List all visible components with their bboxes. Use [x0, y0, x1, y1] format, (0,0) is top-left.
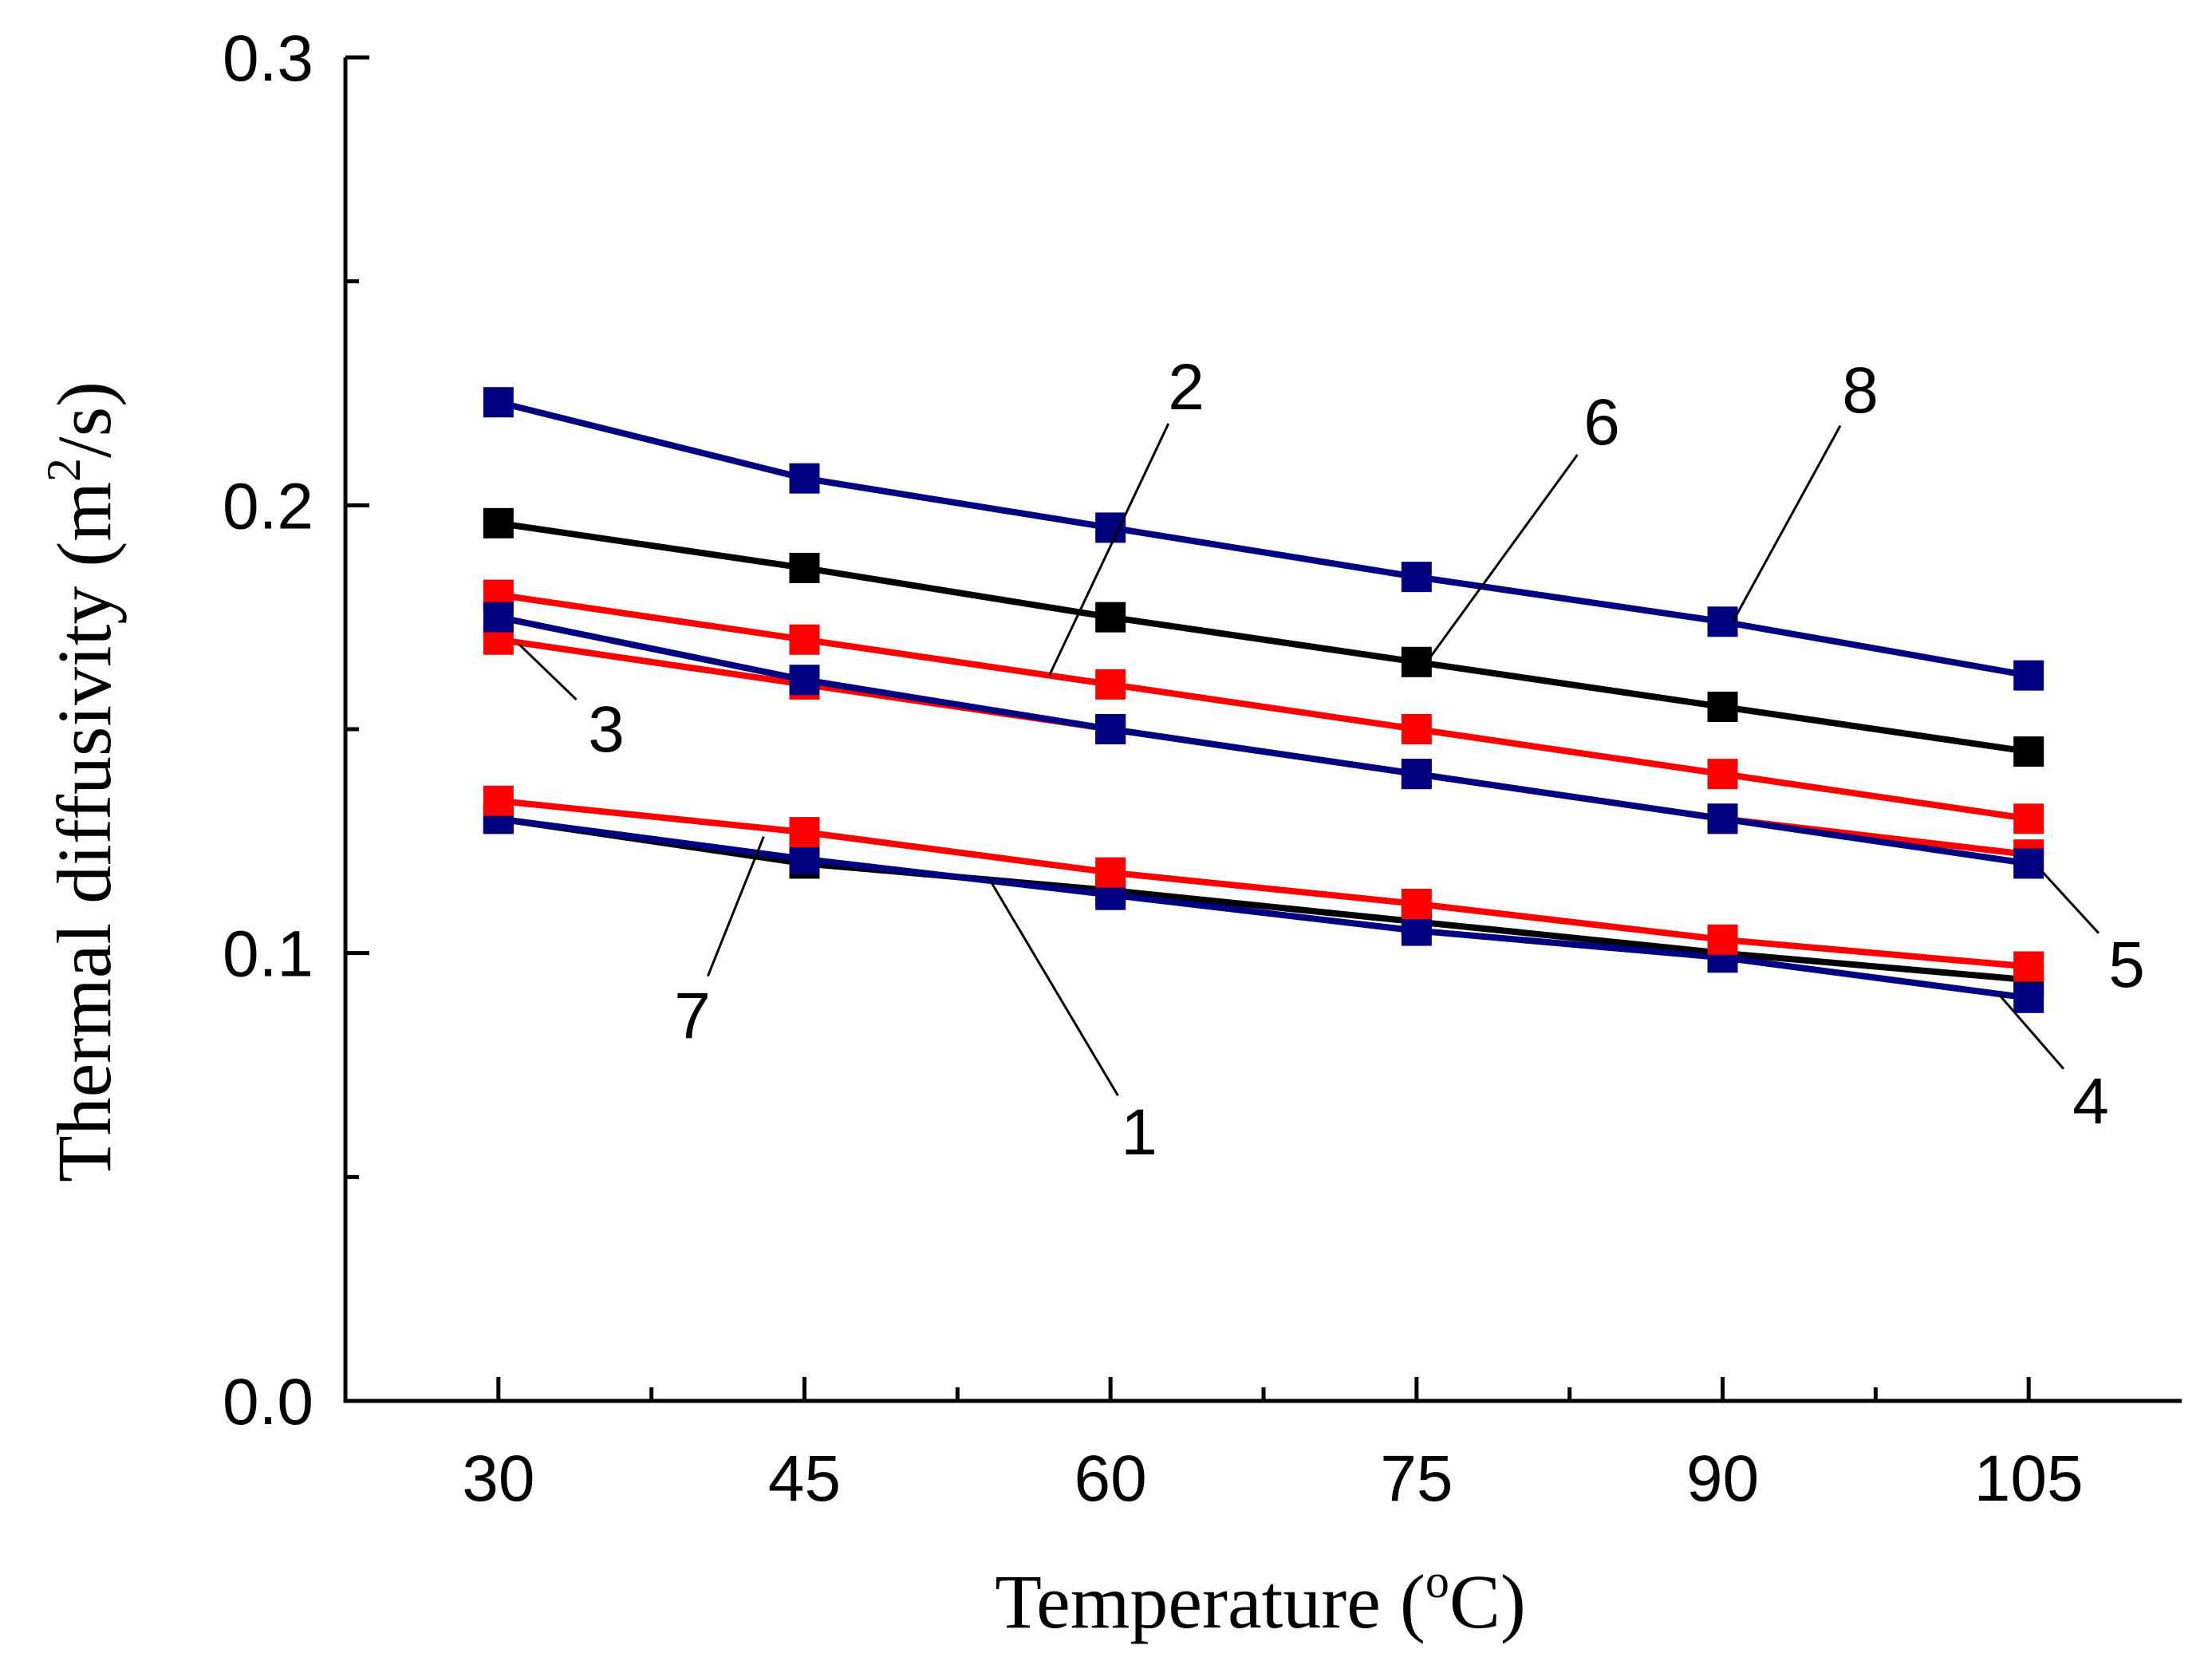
- annotation-7: 7: [674, 836, 765, 1052]
- data-point: [789, 552, 820, 583]
- y-tick-label: 0.3: [223, 22, 313, 95]
- x-tick-label: 90: [1686, 1442, 1759, 1515]
- data-point: [1401, 646, 1432, 677]
- data-point: [1707, 691, 1738, 722]
- annotation-2: 2: [1048, 351, 1205, 677]
- annotation-1: 1: [987, 876, 1157, 1169]
- data-point: [1707, 924, 1738, 955]
- leader-line: [1997, 992, 2065, 1070]
- curve-label: 3: [588, 693, 625, 766]
- series-line: [498, 614, 2029, 867]
- curve-label: 2: [1168, 351, 1205, 424]
- data-point: [483, 507, 514, 539]
- data-point: [789, 843, 820, 874]
- data-point: [789, 665, 820, 696]
- data-point: [1095, 857, 1126, 888]
- annotation-8: 8: [1731, 354, 1879, 623]
- y-axis-ticks: 0.0 0.1 0.2 0.3: [223, 22, 369, 1438]
- data-point: [1401, 915, 1432, 946]
- data-point: [1401, 714, 1432, 744]
- data-point: [1707, 803, 1738, 834]
- data-point: [483, 602, 514, 633]
- y-axis-title-sup: 2: [37, 458, 90, 482]
- curve-label: 7: [674, 980, 711, 1052]
- data-point: [483, 785, 514, 816]
- series-group: [483, 387, 2044, 1013]
- data-point: [789, 817, 820, 848]
- curve-label: 5: [2108, 929, 2145, 1001]
- data-point: [1095, 602, 1126, 633]
- series-7: [483, 785, 2044, 982]
- y-tick-label: 0.1: [223, 918, 313, 991]
- series-2: [483, 579, 2044, 834]
- data-point: [1095, 512, 1126, 543]
- leader-line: [2037, 866, 2100, 934]
- data-point: [1707, 606, 1738, 637]
- x-axis-title-sup: o: [1425, 1555, 1449, 1608]
- data-point: [1401, 562, 1432, 593]
- leader-line: [1048, 423, 1170, 677]
- x-axis-title-suffix: C): [1449, 1559, 1526, 1644]
- series-line: [497, 399, 2029, 679]
- data-point: [1401, 888, 1432, 919]
- data-point: [483, 387, 514, 418]
- series-line: [498, 815, 2029, 984]
- series-5: [483, 602, 2044, 879]
- x-axis-title-prefix: Temperature (: [995, 1559, 1425, 1644]
- data-point: [2013, 951, 2044, 982]
- series-line: [498, 815, 2029, 1001]
- x-axis-ticks: 30 45 60 75 90 105: [462, 1377, 2084, 1515]
- data-point: [789, 624, 820, 655]
- y-axis-title-prefix: Thermal diffusivity (m: [41, 482, 127, 1182]
- series-line: [498, 591, 2029, 823]
- data-point: [1401, 759, 1432, 790]
- annotation-3: 3: [518, 643, 625, 766]
- x-tick-label: 75: [1380, 1442, 1453, 1515]
- leader-line: [1731, 424, 1842, 623]
- annotation-6: 6: [1425, 386, 1620, 663]
- y-axis-title-suffix: /s): [41, 381, 127, 458]
- data-point: [1095, 669, 1126, 700]
- series-8: [483, 387, 2044, 691]
- data-point: [1707, 759, 1738, 790]
- y-tick-label: 0.0: [223, 1366, 313, 1438]
- y-tick-label: 0.2: [223, 470, 313, 542]
- data-point: [2013, 803, 2044, 834]
- x-tick-label: 60: [1074, 1442, 1147, 1515]
- leader-line: [518, 643, 578, 700]
- x-tick-label: 30: [462, 1442, 534, 1515]
- leader-line: [706, 836, 765, 977]
- curve-label: 4: [2072, 1065, 2109, 1138]
- series-line: [498, 519, 2029, 756]
- x-tick-label: 45: [768, 1442, 841, 1515]
- leader-line: [987, 876, 1119, 1097]
- x-axis-title: Temperature (oC): [995, 1555, 1526, 1644]
- data-point: [789, 463, 820, 494]
- x-tick-label: 105: [1974, 1442, 2084, 1515]
- curve-annotations: 1 2 3 4 5 6 7 8: [518, 351, 2145, 1169]
- series-6: [483, 507, 2044, 767]
- data-point: [2013, 660, 2044, 691]
- annotation-4: 4: [1997, 992, 2109, 1138]
- annotation-5: 5: [2037, 866, 2145, 1001]
- data-point: [1095, 714, 1126, 744]
- data-point: [2013, 848, 2044, 879]
- data-point: [2013, 736, 2044, 767]
- curve-label: 6: [1583, 386, 1620, 459]
- data-point: [2013, 982, 2044, 1013]
- curve-label: 1: [1121, 1096, 1157, 1169]
- series-line: [498, 797, 2029, 970]
- curve-label: 8: [1842, 354, 1879, 427]
- leader-line: [1425, 454, 1579, 663]
- y-axis-title: Thermal diffusivity (m2/s): [37, 381, 127, 1182]
